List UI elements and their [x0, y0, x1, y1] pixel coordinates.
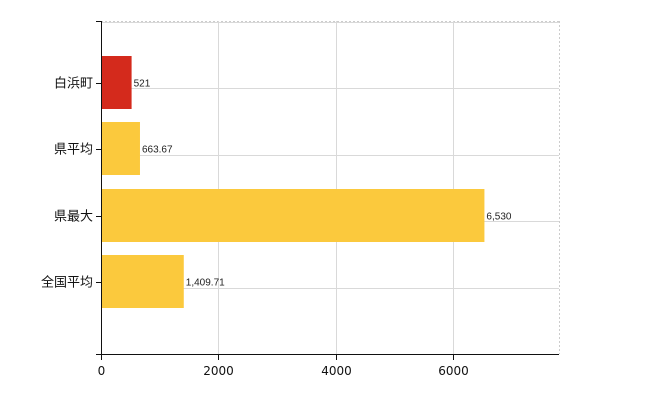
- x-tick-labels: 0 2000 4000 6000: [98, 364, 469, 378]
- bar: [102, 56, 132, 109]
- bar: [102, 122, 140, 175]
- x-tick-label: 0: [98, 364, 106, 378]
- value-labels: 521 663.67 6,530 1,409.71: [134, 79, 512, 289]
- bar: [102, 189, 485, 242]
- bar: [102, 255, 184, 308]
- category-label: 県平均: [54, 143, 93, 158]
- axes: [96, 21, 559, 360]
- category-label: 県最大: [54, 210, 93, 225]
- data-label: 6,530: [486, 212, 511, 223]
- data-label: 521: [134, 79, 151, 90]
- bars: [102, 56, 485, 308]
- x-tick-label: 6000: [438, 364, 469, 378]
- x-tick-label: 4000: [321, 364, 352, 378]
- data-label: 663.67: [142, 145, 173, 156]
- category-label: 白浜町: [54, 76, 93, 92]
- data-label: 1,409.71: [186, 278, 225, 289]
- x-tick-label: 2000: [203, 364, 234, 378]
- category-label: 全国平均: [41, 275, 93, 291]
